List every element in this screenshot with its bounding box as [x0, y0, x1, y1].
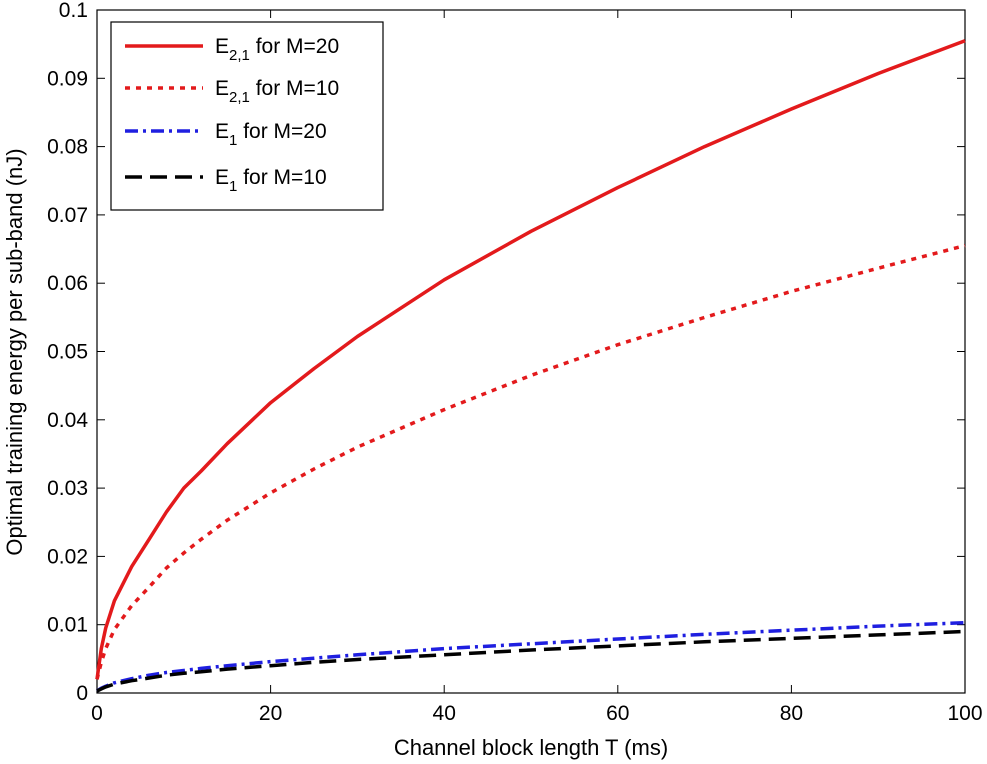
x-tick-label: 100 — [947, 702, 982, 725]
legend-label-4: E1 for M=10 — [215, 166, 327, 195]
x-tick-label: 80 — [780, 702, 803, 725]
legend-label-1: E2,1 for M=20 — [215, 35, 339, 64]
series-line-2 — [95, 243, 966, 680]
legend-label-2: E2,1 for M=10 — [215, 77, 339, 106]
y-tick-label: 0.02 — [47, 545, 88, 568]
y-tick-label: 0.04 — [47, 409, 88, 432]
y-tick-label: 0.07 — [47, 204, 88, 227]
axis-ticks: 0 20 40 60 80 100 0 0.01 0.02 0.03 0.04 0.05 0.06 0.0… — [47, 0, 982, 725]
legend: E2,1 for M=20 E2,1 for M=10 E1 for M=20 E1 … — [110, 21, 384, 211]
y-tick-label: 0.08 — [47, 136, 88, 159]
x-axis-label: Channel block length T (ms) — [394, 735, 668, 760]
legend-label-3: E1 for M=20 — [215, 120, 327, 149]
x-tick-label: 60 — [606, 702, 629, 725]
y-tick-label: 0.01 — [47, 614, 88, 637]
series-lines — [95, 39, 966, 693]
x-tick-label: 20 — [259, 702, 282, 725]
series-line-1 — [95, 39, 966, 680]
y-tick-label: 0.1 — [59, 0, 88, 22]
y-tick-label: 0 — [76, 682, 88, 705]
y-tick-label: 0.09 — [47, 67, 88, 90]
series-line-4 — [96, 629, 966, 693]
x-tick-label: 40 — [433, 702, 456, 725]
y-tick-label: 0.03 — [47, 477, 88, 500]
y-tick-label: 0.06 — [47, 272, 88, 295]
y-tick-label: 0.05 — [47, 341, 88, 364]
x-tick-label: 0 — [91, 702, 103, 725]
y-axis-label: Optimal training energy per sub-band (nJ… — [2, 148, 27, 555]
